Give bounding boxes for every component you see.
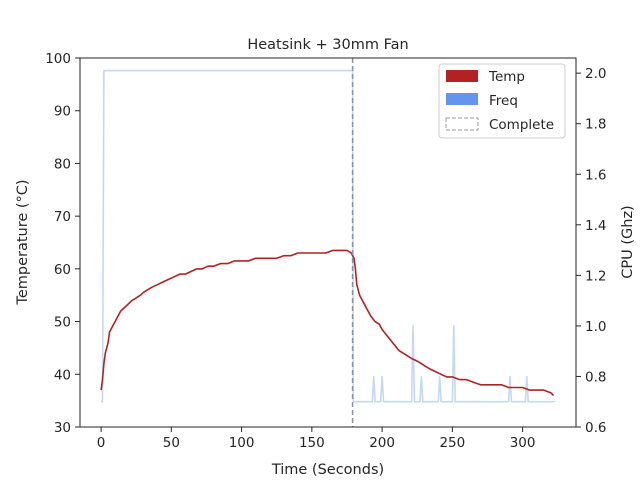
temp-series — [100, 249, 555, 396]
x-tick-label: 0 — [97, 435, 106, 451]
chart-title: Heatsink + 30mm Fan — [247, 37, 408, 53]
legend-freq-label: Freq — [489, 93, 518, 109]
left-y-axis: 30 40 50 60 70 80 90 100 — [45, 51, 80, 436]
x-tick-label: 100 — [229, 435, 255, 451]
freq-line — [101, 69, 555, 403]
freq-series — [101, 69, 555, 403]
legend-freq-swatch — [446, 93, 478, 105]
right-y-tick-label: 1.6 — [585, 167, 606, 183]
right-y-tick-label: 1.0 — [585, 319, 606, 335]
x-tick-label: 300 — [510, 435, 536, 451]
legend-temp-swatch — [446, 70, 478, 82]
x-axis: 0 50 100 150 200 250 300 — [97, 427, 536, 451]
left-y-tick-label: 100 — [45, 51, 71, 67]
right-y-tick-label: 0.8 — [585, 369, 606, 385]
left-y-tick-label: 30 — [54, 420, 71, 436]
right-y-tick-label: 1.4 — [585, 218, 606, 234]
right-y-tick-label: 0.6 — [585, 420, 606, 436]
right-y-axis: 0.6 0.8 1.0 1.2 1.4 1.6 1.8 2.0 — [576, 66, 606, 436]
x-tick-label: 200 — [369, 435, 395, 451]
right-y-tick-label: 1.2 — [585, 268, 606, 284]
plot-frame — [79, 57, 577, 428]
left-y-tick-label: 70 — [54, 209, 71, 225]
left-y-tick-label: 50 — [54, 315, 71, 331]
left-y-tick-label: 80 — [54, 156, 71, 172]
x-tick-label: 50 — [163, 435, 180, 451]
right-y-axis-label: CPU (Ghz) — [620, 205, 636, 278]
legend-complete-swatch — [445, 117, 479, 131]
left-y-tick-label: 40 — [54, 367, 71, 383]
x-tick-label: 250 — [439, 435, 465, 451]
x-tick-label: 150 — [299, 435, 325, 451]
left-y-tick-label: 60 — [54, 262, 71, 278]
legend-complete-label: Complete — [489, 117, 554, 133]
left-y-tick-label: 90 — [54, 104, 71, 120]
right-y-tick-label: 2.0 — [585, 66, 606, 82]
legend: Temp Freq Complete — [438, 63, 566, 139]
temp-line — [100, 249, 555, 396]
legend-temp-label: Temp — [488, 69, 525, 85]
left-y-axis-label: Temperature (°C) — [15, 179, 31, 305]
right-y-tick-label: 1.8 — [585, 117, 606, 133]
legend-box — [438, 63, 566, 139]
x-axis-label: Time (Seconds) — [271, 462, 384, 478]
